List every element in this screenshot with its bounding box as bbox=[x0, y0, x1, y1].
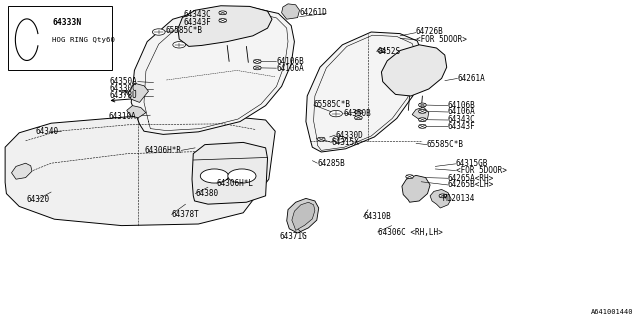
Polygon shape bbox=[192, 142, 268, 204]
FancyBboxPatch shape bbox=[8, 6, 112, 70]
Text: 64315X: 64315X bbox=[332, 138, 359, 147]
Text: <FOR 5DOOR>: <FOR 5DOOR> bbox=[456, 166, 506, 175]
Text: M120134: M120134 bbox=[443, 194, 476, 203]
Text: A641001440: A641001440 bbox=[591, 309, 634, 315]
Text: 64371G: 64371G bbox=[280, 232, 307, 241]
Polygon shape bbox=[5, 116, 275, 226]
Polygon shape bbox=[306, 32, 422, 152]
Circle shape bbox=[330, 110, 342, 117]
Circle shape bbox=[355, 110, 362, 114]
Text: 64285B: 64285B bbox=[317, 159, 345, 168]
Text: 64330D: 64330D bbox=[335, 131, 363, 140]
Polygon shape bbox=[287, 198, 319, 233]
Circle shape bbox=[406, 175, 413, 179]
Text: 64265A<RH>: 64265A<RH> bbox=[448, 174, 494, 183]
Polygon shape bbox=[178, 6, 272, 46]
Text: 64343C: 64343C bbox=[448, 116, 476, 124]
Text: 64340: 64340 bbox=[35, 127, 58, 136]
Text: 64380: 64380 bbox=[195, 189, 218, 198]
Text: 65585C*B: 65585C*B bbox=[314, 100, 351, 109]
Circle shape bbox=[419, 103, 426, 107]
Circle shape bbox=[219, 11, 227, 15]
Circle shape bbox=[419, 124, 426, 128]
Circle shape bbox=[419, 109, 426, 113]
Polygon shape bbox=[412, 107, 429, 122]
Text: 64330C: 64330C bbox=[110, 84, 138, 93]
Text: 64306H*R: 64306H*R bbox=[144, 146, 181, 155]
Circle shape bbox=[253, 66, 261, 70]
Circle shape bbox=[355, 116, 362, 120]
Text: 65585C*B: 65585C*B bbox=[165, 26, 202, 35]
Text: HOG RING Qty60: HOG RING Qty60 bbox=[52, 37, 115, 43]
Text: 64261A: 64261A bbox=[458, 74, 485, 83]
Circle shape bbox=[200, 169, 228, 183]
Polygon shape bbox=[127, 106, 146, 118]
Circle shape bbox=[333, 136, 346, 142]
Text: 64333N: 64333N bbox=[52, 18, 82, 27]
Polygon shape bbox=[402, 175, 430, 202]
Text: 64350B: 64350B bbox=[344, 109, 371, 118]
Text: 64343F: 64343F bbox=[184, 18, 211, 27]
Text: 64315GB: 64315GB bbox=[456, 159, 488, 168]
Text: 64306C <RH,LH>: 64306C <RH,LH> bbox=[378, 228, 442, 236]
Polygon shape bbox=[128, 83, 148, 102]
Circle shape bbox=[419, 118, 426, 122]
Polygon shape bbox=[292, 202, 315, 230]
Polygon shape bbox=[430, 189, 451, 208]
Circle shape bbox=[152, 29, 165, 35]
Circle shape bbox=[439, 194, 447, 198]
Text: 64310A: 64310A bbox=[109, 112, 136, 121]
Circle shape bbox=[378, 49, 385, 52]
Text: 64310B: 64310B bbox=[364, 212, 391, 221]
Text: 64343F: 64343F bbox=[448, 122, 476, 131]
Text: 64378T: 64378T bbox=[172, 210, 199, 219]
Text: 64265B<LH>: 64265B<LH> bbox=[448, 180, 494, 189]
Text: 0452S: 0452S bbox=[378, 47, 401, 56]
Text: 64261D: 64261D bbox=[300, 8, 327, 17]
Text: FRONT: FRONT bbox=[121, 90, 145, 96]
Text: 64343C: 64343C bbox=[184, 10, 211, 19]
Text: <FOR 5DOOR>: <FOR 5DOOR> bbox=[416, 35, 467, 44]
Circle shape bbox=[253, 60, 261, 63]
Polygon shape bbox=[131, 7, 294, 134]
Polygon shape bbox=[282, 4, 300, 19]
Text: 64378U: 64378U bbox=[110, 92, 138, 100]
Circle shape bbox=[317, 137, 325, 141]
Text: 64106B: 64106B bbox=[276, 57, 304, 66]
Text: 64106A: 64106A bbox=[448, 108, 476, 116]
Polygon shape bbox=[12, 163, 32, 179]
Polygon shape bbox=[381, 45, 447, 96]
Text: 65585C*B: 65585C*B bbox=[427, 140, 464, 149]
Circle shape bbox=[173, 42, 186, 48]
Text: 64306H*L: 64306H*L bbox=[216, 179, 253, 188]
Text: 64726B: 64726B bbox=[416, 28, 444, 36]
Text: 64320: 64320 bbox=[27, 195, 50, 204]
Circle shape bbox=[228, 169, 256, 183]
Text: 64106A: 64106A bbox=[276, 64, 304, 73]
Text: 64350A: 64350A bbox=[110, 77, 138, 86]
Text: 64106B: 64106B bbox=[448, 101, 476, 110]
Circle shape bbox=[219, 19, 227, 22]
